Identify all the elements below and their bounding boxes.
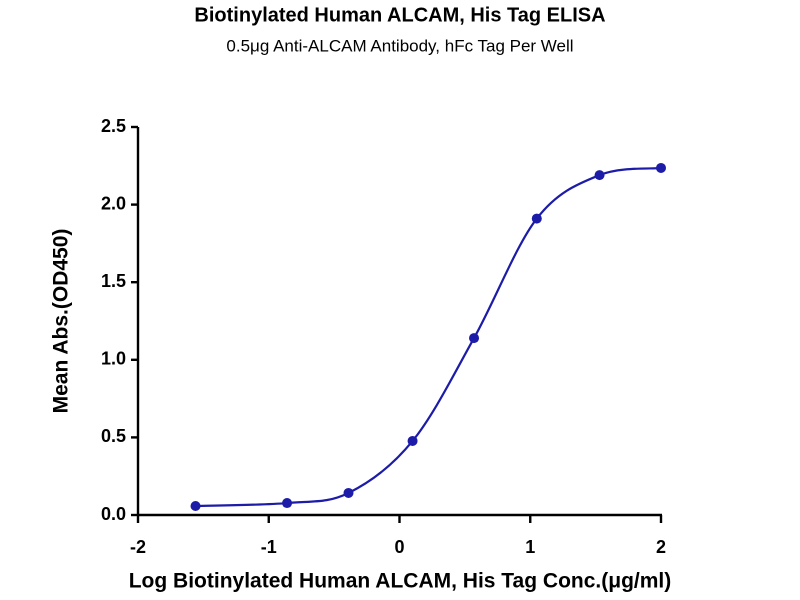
fit-curve [195, 166, 662, 508]
x-axis-title: Log Biotinylated Human ALCAM, His Tag Co… [129, 570, 672, 593]
data-point [656, 162, 666, 173]
x-tick-label: 0 [394, 537, 404, 557]
data-point [469, 333, 480, 344]
data-point [594, 170, 605, 181]
y-tick-label: 2.5 [101, 116, 126, 136]
x-tick-label: -1 [261, 537, 277, 557]
data-point [282, 498, 293, 509]
data-point [190, 500, 201, 511]
x-tick-label: -2 [130, 537, 146, 557]
chart-title: Biotinylated Human ALCAM, His Tag ELISA [194, 4, 605, 26]
x-tick-label: 1 [525, 537, 535, 557]
y-axis-title: Mean Abs.(OD450) [50, 229, 73, 414]
y-tick-label: 0.5 [101, 426, 126, 446]
y-tick-label: 1.5 [101, 271, 126, 291]
data-point [531, 213, 542, 224]
y-tick-label: 0.0 [101, 504, 126, 524]
y-tick-label: 1.0 [101, 349, 126, 369]
y-tick-label: 2.0 [101, 193, 126, 213]
data-point [407, 435, 418, 446]
data-point [343, 487, 354, 498]
x-tick-label: 2 [656, 537, 666, 557]
chart-subtitle: 0.5μg Anti-ALCAM Antibody, hFc Tag Per W… [226, 36, 573, 55]
